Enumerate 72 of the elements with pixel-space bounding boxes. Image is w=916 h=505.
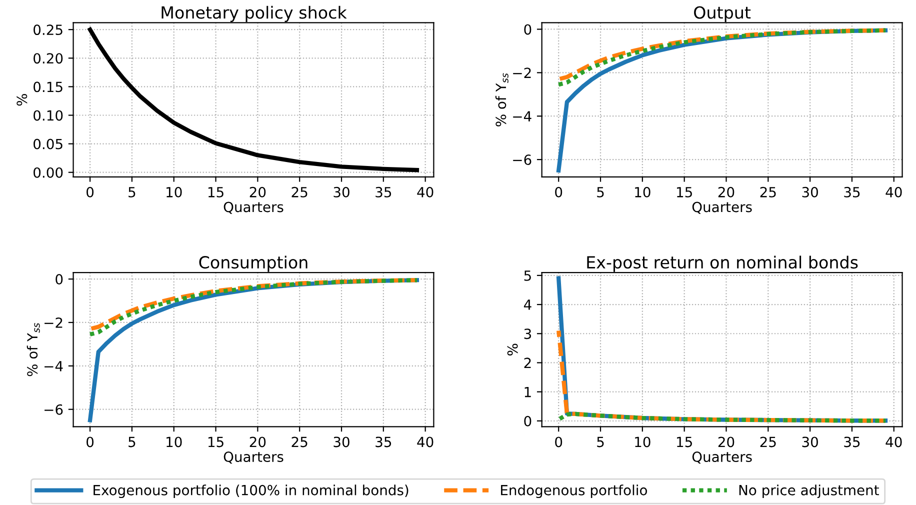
y-axis-title: % (507, 344, 518, 356)
x-tick-label: 35 (844, 436, 860, 448)
x-tick-label: 40 (886, 186, 902, 198)
x-axis-title: Quarters (224, 202, 284, 214)
x-tick-label: 40 (417, 186, 434, 198)
x-tick-label: 15 (677, 436, 692, 448)
x-tick-label: 30 (802, 186, 818, 198)
x-tick-label: 5 (128, 436, 136, 448)
legend-label: Endogenous portfolio (501, 484, 647, 498)
x-tick-label: 10 (635, 436, 650, 448)
x-tick-label: 20 (718, 186, 734, 198)
x-tick-label: 35 (844, 186, 860, 198)
y-tick-label: −2 (513, 68, 531, 78)
x-tick-label: 20 (250, 436, 266, 448)
y-tick-label: 3 (524, 328, 531, 340)
x-tick-label: 20 (718, 436, 734, 448)
x-tick-label: 0 (555, 186, 562, 198)
legend-label: No price adjustment (739, 484, 879, 498)
x-tick-label: 10 (635, 186, 650, 198)
x-tick-label: 35 (376, 186, 392, 198)
x-tick-label: 25 (760, 186, 776, 198)
y-tick-label: 5 (524, 270, 531, 281)
y-tick-label: 0.05 (34, 138, 62, 150)
y-tick-label: −4 (44, 361, 63, 372)
y-axis-title: % of Y$_{ss}$ (26, 322, 40, 376)
x-tick-label: 15 (677, 187, 692, 198)
y-tick-label: 2 (524, 358, 531, 368)
x-tick-label: 30 (334, 436, 350, 448)
y-tick-label: 0.15 (34, 82, 62, 92)
chart-title: Output (694, 6, 751, 22)
y-axis-title: % of Y$_{ss}$ (495, 73, 508, 126)
y-tick-label: −2 (44, 317, 62, 328)
x-tick-label: 5 (597, 436, 604, 448)
x-axis-title: Quarters (692, 452, 752, 464)
y-tick-label: 0.10 (34, 110, 63, 121)
x-tick-label: 40 (886, 436, 902, 448)
x-tick-label: 10 (166, 186, 182, 198)
chart-title: Ex-post return on nominal bonds (587, 256, 858, 272)
x-tick-label: 15 (208, 436, 224, 448)
legend-label: Exogenous portfolio (100% in nominal bonds) (94, 484, 408, 498)
x-tick-label: 0 (555, 436, 562, 448)
x-tick-label: 15 (208, 187, 224, 198)
y-tick-label: 0 (524, 24, 532, 35)
y-axis-title: % (16, 94, 28, 106)
x-tick-label: 5 (128, 187, 136, 198)
x-tick-label: 10 (166, 436, 182, 448)
x-tick-label: 40 (417, 436, 434, 448)
x-tick-label: 0 (86, 186, 94, 198)
y-tick-label: 0 (56, 274, 63, 285)
x-tick-label: 5 (597, 187, 604, 198)
line-series (88, 27, 420, 172)
x-tick-label: 25 (760, 436, 776, 448)
y-tick-label: 4 (524, 300, 532, 310)
x-tick-label: 35 (376, 436, 392, 448)
y-tick-label: 0.00 (34, 167, 63, 178)
y-tick-label: 0 (524, 416, 532, 426)
x-tick-label: 20 (250, 186, 266, 198)
y-tick-label: −4 (513, 111, 532, 122)
x-axis-title: Quarters (692, 202, 752, 214)
y-tick-label: −6 (513, 154, 532, 166)
x-tick-label: 0 (86, 436, 94, 448)
y-tick-label: 0.25 (34, 24, 62, 36)
y-tick-label: 0.20 (34, 53, 63, 64)
chart-title: Consumption (199, 256, 308, 272)
x-tick-label: 30 (334, 186, 350, 198)
x-tick-label: 25 (292, 186, 308, 198)
chart-title: Monetary policy shock (162, 6, 347, 22)
x-axis-title: Quarters (224, 452, 284, 464)
y-tick-label: 1 (524, 386, 531, 398)
x-tick-label: 30 (802, 436, 818, 448)
x-tick-label: 25 (292, 436, 308, 448)
y-tick-label: −6 (44, 404, 63, 415)
